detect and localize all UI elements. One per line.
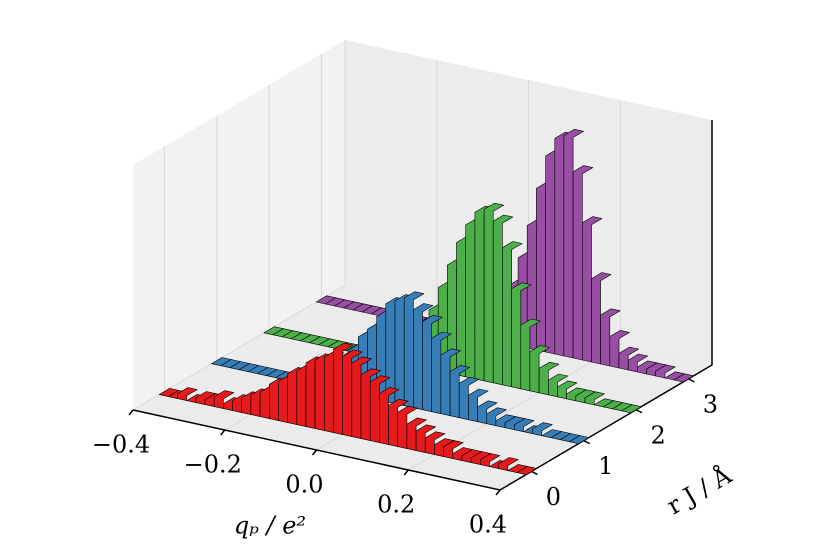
x-tick-label: 0.2 (377, 491, 415, 519)
x-tick-label: −0.2 (184, 451, 242, 479)
y-tick-mark (688, 378, 695, 383)
x-tick-mark (403, 469, 409, 476)
x-tick-mark (311, 449, 318, 456)
grid-line (132, 40, 346, 411)
x-tick-mark (128, 409, 134, 416)
x-tick-mark (220, 429, 226, 436)
x-tick-label: −0.4 (92, 431, 150, 459)
y-axis-label: r J / Å (662, 460, 737, 520)
y-tick-mark (635, 409, 643, 414)
grid-line (408, 100, 621, 471)
x-tick-mark (495, 489, 501, 496)
y-tick-label: 0 (546, 483, 561, 511)
y-tick-label: 3 (703, 390, 718, 418)
bar (516, 466, 537, 475)
x-axis-label: qₚ / e² (234, 512, 306, 540)
y-tick-mark (583, 439, 591, 445)
y-tick-mark (531, 470, 538, 476)
bar (673, 373, 695, 383)
y-tick-label: 2 (650, 421, 665, 449)
x-tick-label: 0.4 (469, 511, 507, 539)
bar (621, 404, 642, 414)
x-tick-label: 0.0 (285, 471, 323, 499)
axis-line (132, 120, 713, 491)
left-pane (133, 40, 345, 410)
bar (568, 435, 590, 445)
y-tick-label: 1 (598, 452, 613, 480)
